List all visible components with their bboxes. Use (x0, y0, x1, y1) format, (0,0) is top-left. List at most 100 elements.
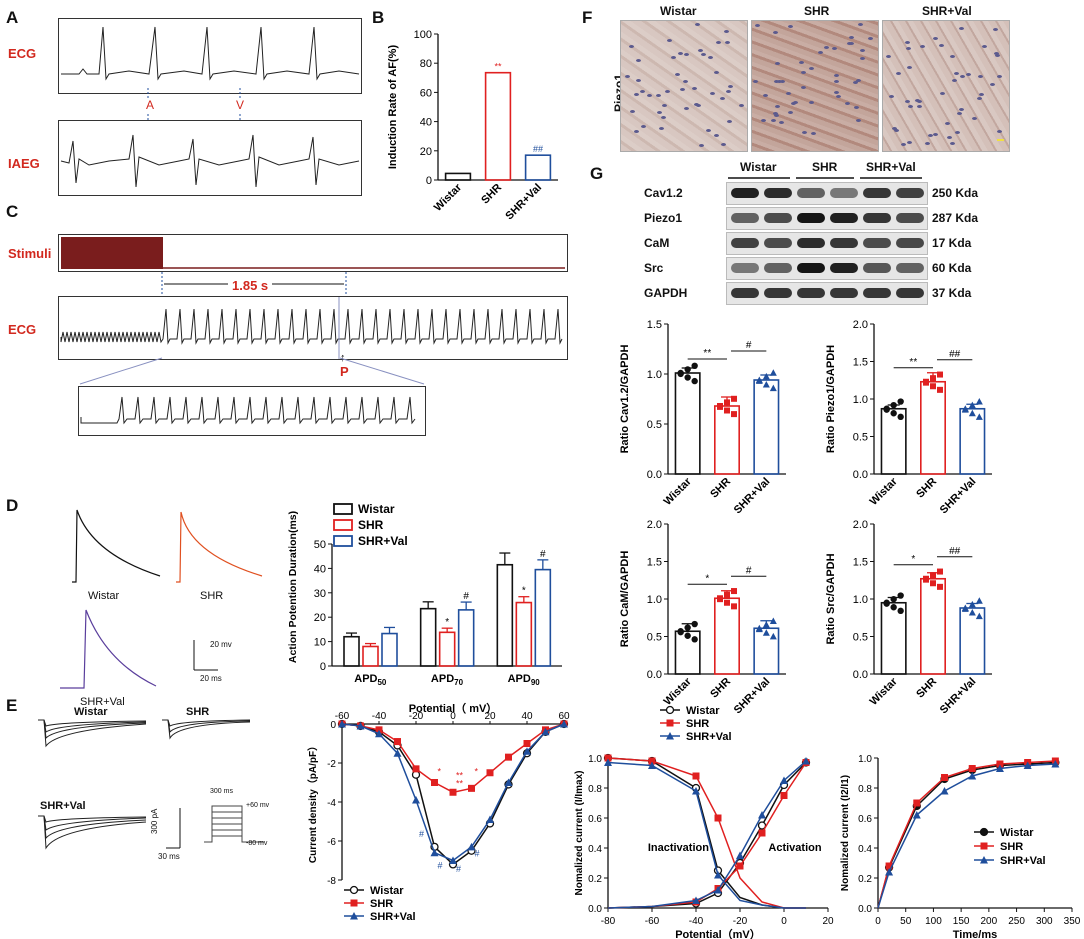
chart-e4-legend-label: SHR (1000, 841, 1023, 853)
nucleus (630, 109, 636, 113)
chart-e2-xtick-label: 20 (484, 711, 496, 722)
e-scale-bar (166, 808, 181, 849)
chart-G1-point (724, 399, 730, 406)
nucleus (799, 60, 805, 64)
e-trace-label-shr: SHR (186, 706, 210, 718)
nucleus (696, 103, 702, 107)
chart-e2-ytick-label: 0 (330, 720, 336, 731)
chart-G4-bar (920, 577, 946, 675)
chart-e3-point (758, 829, 766, 837)
chart-e2-annotation: # (456, 864, 461, 874)
chart-e3-point (757, 821, 767, 830)
chart-G1-point (731, 395, 737, 402)
chart-e2-point (523, 747, 531, 755)
chart-e3-activation-label: Activation (768, 842, 821, 854)
chart-e4-point (1023, 761, 1032, 769)
chart-e4-ytick-label: 1.0 (858, 754, 872, 765)
chart-e2-ylabel: Current density（pA/pF） (306, 741, 319, 863)
chart-e4-xtick-label: 250 (1008, 916, 1025, 927)
chart-G3-sig-label: # (746, 565, 752, 576)
g-blot: Cav1.2 250 Kda Piezo1 287 Kda CaM 17 Kda Src 60… (640, 182, 1020, 306)
blot-label-cam: CaM (644, 236, 670, 250)
chart-G3-ytick-label: 2.0 (647, 519, 662, 531)
blot-band (764, 213, 792, 223)
chart-e3-point (692, 896, 700, 904)
chart-B-xtick-label: SHR (479, 182, 504, 207)
chart-G3-point (762, 629, 770, 636)
chart-e2-ytick-label: -6 (327, 837, 336, 848)
nucleus (719, 97, 725, 101)
chart-e2-xtick-label: -60 (335, 711, 350, 722)
nucleus (928, 134, 934, 137)
nucleus (905, 41, 911, 45)
chart-e2-xtick-label: 60 (558, 711, 570, 722)
nucleus (657, 110, 663, 114)
chart-e2-point (431, 779, 438, 786)
chart-d-bar (457, 609, 475, 667)
chart-G3-ylabel: Ratio CaM/GAPDH (619, 551, 631, 648)
blot-band (830, 238, 858, 248)
blot-band (896, 188, 924, 198)
chart-e2-ytick-label: -8 (327, 876, 336, 887)
blot-band (863, 238, 891, 248)
nucleus (640, 89, 646, 93)
chart-G3-point (724, 591, 730, 598)
nucleus (834, 91, 840, 95)
chart-G3-point (691, 636, 698, 643)
chart-d-xtick-sub: 90 (531, 678, 540, 687)
chart-e2-point (505, 753, 512, 761)
chart-e3-ytick-label: 0.8 (588, 784, 602, 795)
chart-d-xtick-sub: 50 (377, 678, 386, 687)
nucleus (635, 59, 641, 62)
chart-e2-point (393, 749, 402, 757)
nucleus (885, 55, 891, 59)
nucleus (715, 40, 721, 44)
chart-e3-legend-label: SHR+Val (686, 731, 732, 743)
c-arrow: ↑ (340, 352, 346, 364)
chart-e3-inact-line-2 (607, 761, 806, 909)
chart-G3-point (769, 632, 777, 640)
chart-G1-xtick-label: SHR (708, 476, 733, 501)
nucleus (915, 99, 921, 103)
chart-B-xtick-label: SHR+Val (503, 182, 544, 223)
chart-G1-point (691, 377, 698, 385)
panel-letter-e: E (6, 696, 18, 715)
e-trace-val (38, 815, 147, 850)
nucleus (900, 142, 906, 146)
nucleus (809, 67, 815, 71)
nucleus (906, 46, 912, 50)
chart-G1-point (769, 384, 777, 392)
chart-e3-point (780, 776, 788, 784)
blot-band (764, 288, 792, 298)
nucleus (633, 130, 639, 134)
nucleus (692, 86, 698, 90)
chart-G4-point (961, 605, 969, 612)
a-iaeg-trace (58, 120, 362, 196)
chart-d-legend-label: SHR (358, 518, 384, 532)
e-protocol (204, 805, 264, 843)
nucleus (891, 127, 897, 131)
nucleus (906, 141, 912, 145)
chart-G4-ytick-label: 1.0 (853, 594, 868, 606)
nucleus (706, 129, 712, 133)
chart-B-bar (524, 154, 552, 181)
chart-d-legend-swatch (333, 535, 353, 547)
c-ecg-trace (58, 296, 568, 360)
chart-d-xtick-sub: 70 (454, 678, 463, 687)
nucleus (727, 120, 733, 124)
nucleus (893, 129, 899, 133)
chart-e2-annotation: # (438, 860, 443, 870)
chart-G2-point (961, 406, 969, 413)
chart-G3-xtick-label: Wistar (662, 675, 695, 708)
nucleus (977, 97, 983, 101)
chart-e2-legend-label: SHR (370, 898, 393, 910)
chart-e2-point (412, 765, 420, 773)
chart-G4-ytick-label: 2.0 (853, 519, 868, 531)
nucleus (774, 105, 780, 109)
chart-e2-ytick-label: -2 (327, 759, 336, 770)
nucleus (773, 30, 779, 34)
chart-G2-xtick-label: Wistar (868, 475, 901, 508)
chart-e2-point (523, 740, 531, 747)
g-group-shr: SHR (812, 160, 838, 174)
chart-G4-sig-label: ## (949, 546, 961, 557)
